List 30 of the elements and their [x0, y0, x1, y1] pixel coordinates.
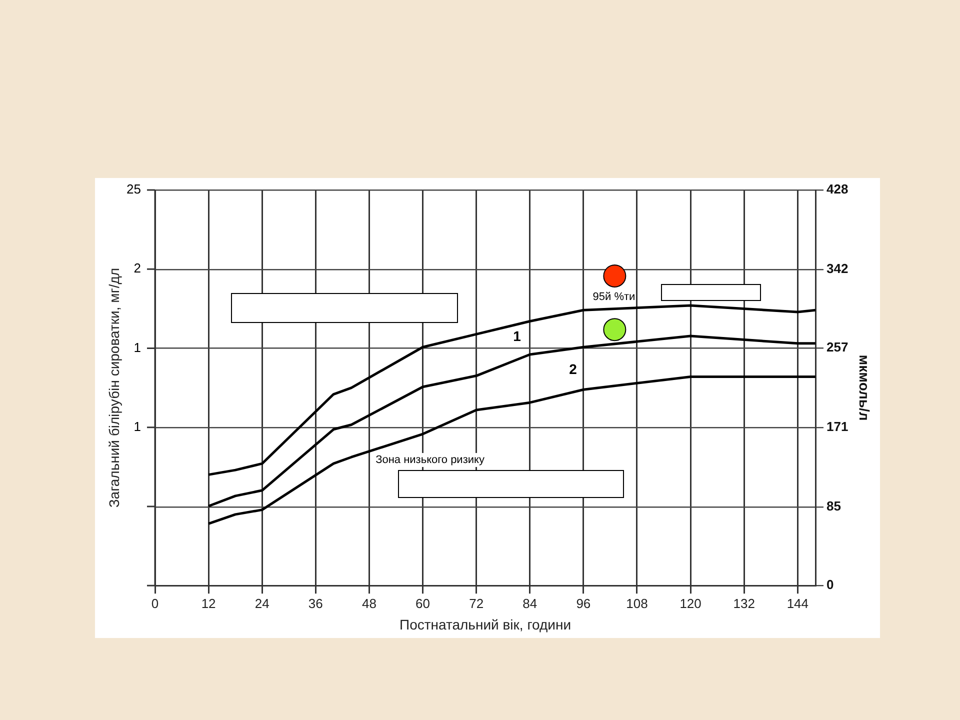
text: Загальний білірубін сироватки, мг/дл [106, 268, 122, 508]
x-tick-label: 72 [469, 596, 484, 611]
x-tick-label: 60 [416, 596, 430, 611]
text: 1 [134, 418, 141, 434]
text: 25 [126, 182, 141, 197]
x-tick-label: 96 [576, 596, 591, 611]
y-tick-label: 257 [826, 340, 848, 355]
x-tick-label: 48 [362, 596, 376, 611]
y-axis-title: мкмоль/л [856, 354, 873, 421]
text: 1 [134, 340, 141, 355]
y-tick-label: 428 [826, 182, 848, 197]
x-tick-label: 0 [151, 596, 159, 611]
x-tick-label: 132 [733, 596, 755, 611]
x-tick-label: 24 [254, 596, 270, 611]
y-tick-label: 342 [826, 261, 848, 276]
x-tick-label: 144 [786, 596, 809, 611]
x-tick-label: 84 [522, 596, 538, 611]
annotation: 1 [513, 328, 522, 344]
annotation: 95й %ти [592, 291, 636, 304]
y-tick-label: 171 [826, 419, 848, 434]
x-tick-label: 12 [201, 596, 216, 611]
x-tick-label: 120 [680, 596, 702, 611]
x-tick-label: 108 [626, 596, 648, 611]
annotation: 2 [569, 360, 578, 377]
x-tick-label: 36 [308, 596, 323, 611]
annotation: Зона низького ризику [376, 454, 485, 466]
x-axis-title: Постнатальний вік, години [399, 616, 572, 632]
text: 2 [134, 260, 141, 276]
y-tick-label: 0 [826, 577, 834, 592]
y-tick-label: 85 [826, 498, 841, 514]
